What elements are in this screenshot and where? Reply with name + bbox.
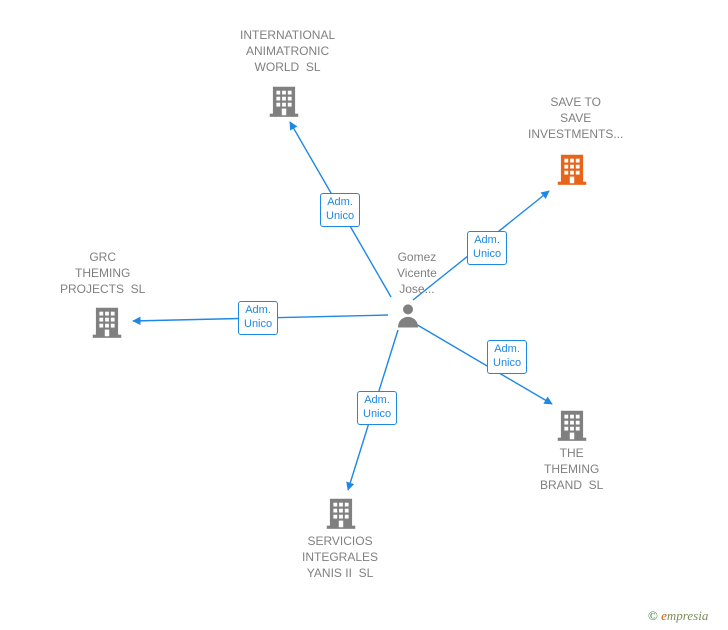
company-label: GRC THEMING PROJECTS SL — [60, 249, 145, 298]
copyright: © empresia — [648, 608, 708, 624]
edge — [290, 122, 391, 297]
building-icon — [553, 150, 591, 188]
edge — [413, 191, 549, 300]
building-icon — [265, 82, 303, 120]
copyright-symbol: © — [648, 608, 658, 623]
building-icon — [322, 494, 360, 532]
edge-label: Adm. Unico — [238, 301, 278, 335]
building-icon — [88, 303, 126, 341]
building-icon — [553, 406, 591, 444]
company-label: SERVICIOS INTEGRALES YANIS II SL — [302, 533, 378, 582]
edge — [348, 330, 398, 490]
edge-label: Adm. Unico — [467, 231, 507, 265]
edge-label: Adm. Unico — [320, 193, 360, 227]
copyright-rest: mpresia — [667, 608, 708, 623]
edge — [414, 323, 552, 404]
center-person-label: Gomez Vicente Jose... — [397, 249, 437, 298]
company-label: THE THEMING BRAND SL — [540, 445, 603, 494]
edge-label: Adm. Unico — [487, 340, 527, 374]
edge-label: Adm. Unico — [357, 391, 397, 425]
edge — [133, 315, 388, 321]
company-label: SAVE TO SAVE INVESTMENTS... — [528, 94, 623, 143]
company-label: INTERNATIONAL ANIMATRONIC WORLD SL — [240, 27, 335, 76]
center-person-icon — [393, 300, 423, 330]
